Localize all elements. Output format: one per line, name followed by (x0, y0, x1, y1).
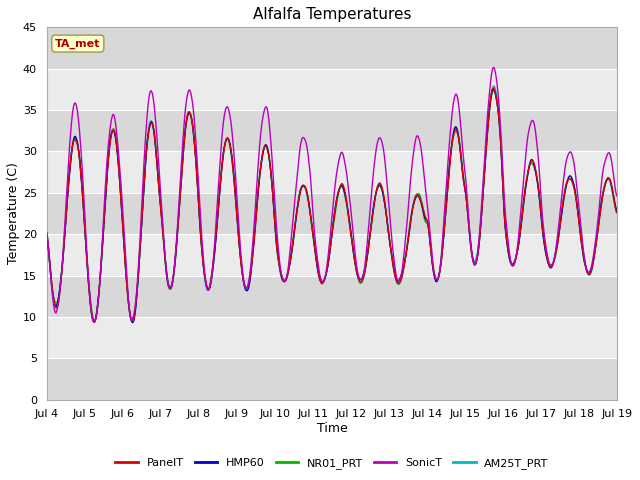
X-axis label: Time: Time (317, 422, 348, 435)
Bar (47, 193, 618, 234)
Bar (47, 110, 618, 151)
Bar (47, 69, 618, 110)
Bar (47, 317, 618, 358)
Bar (47, 27, 618, 69)
Bar (47, 151, 618, 193)
Y-axis label: Temperature (C): Temperature (C) (7, 163, 20, 264)
Bar (47, 234, 618, 276)
Legend: PanelT, HMP60, NR01_PRT, SonicT, AM25T_PRT: PanelT, HMP60, NR01_PRT, SonicT, AM25T_P… (111, 454, 553, 473)
Bar (47, 276, 618, 317)
Text: TA_met: TA_met (55, 38, 100, 48)
Bar (47, 358, 618, 400)
Title: Alfalfa Temperatures: Alfalfa Temperatures (253, 7, 412, 22)
